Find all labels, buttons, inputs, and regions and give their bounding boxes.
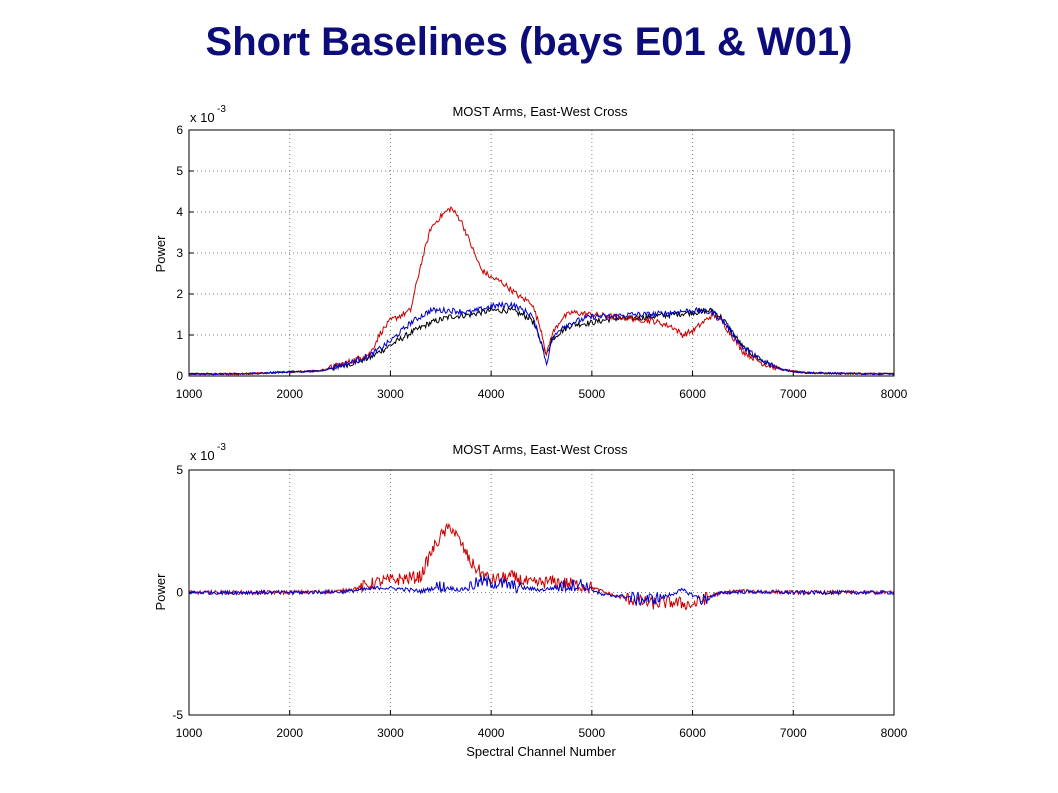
x-tick-label: 5000: [579, 726, 606, 740]
x-tick-label: 2000: [276, 726, 303, 740]
x-tick-label: 6000: [679, 726, 706, 740]
series-lines: [188, 205, 895, 376]
series-lines: [188, 522, 895, 611]
x-tick-label: 8000: [881, 387, 908, 401]
y-tick-labels: -5 0 5: [172, 463, 183, 722]
y-tick-label: 4: [176, 205, 183, 219]
exponent-label: x 10: [190, 110, 215, 125]
x-tick-label: 2000: [276, 387, 303, 401]
x-tick-label: 4000: [478, 726, 505, 740]
series-line-1: [188, 306, 894, 376]
x-tick-label: 3000: [377, 387, 404, 401]
x-tick-labels: 1000 2000 3000 4000 5000 6000 7000 8000: [176, 387, 908, 401]
grid-lines: [188, 129, 895, 377]
y-tick-label: -5: [172, 708, 183, 722]
x-tick-label: 8000: [881, 726, 908, 740]
y-axis-label: Power: [153, 573, 168, 611]
y-tick-label: 1: [176, 328, 183, 342]
y-axis-label: Power: [153, 235, 168, 273]
exponent-power: -3: [217, 104, 226, 115]
x-tick-label: 4000: [478, 387, 505, 401]
y-tick-label: 0: [176, 586, 183, 600]
y-tick-label: 5: [176, 463, 183, 477]
series-line-1: [188, 522, 895, 611]
y-tick-labels: 0 1 2 3 4 5 6: [176, 123, 183, 383]
power-chart-top: MOST Arms, East-West Cross x 10 -3 Power…: [153, 104, 908, 401]
y-tick-label: 0: [176, 369, 183, 383]
x-tick-label: 7000: [780, 387, 807, 401]
chart-title: MOST Arms, East-West Cross: [452, 442, 628, 457]
y-tick-label: 5: [176, 164, 183, 178]
y-tick-label: 6: [176, 123, 183, 137]
plot-frame: [188, 129, 895, 377]
power-chart-bottom: MOST Arms, East-West Cross x 10 -3 Power…: [153, 442, 908, 759]
x-tick-labels: 1000 2000 3000 4000 5000 6000 7000 8000: [176, 726, 908, 740]
exponent-power: -3: [217, 442, 226, 453]
slide-title: Short Baselines (bays E01 & W01): [205, 20, 853, 64]
series-line-3: [188, 300, 895, 376]
y-tick-label: 2: [176, 287, 183, 301]
x-tick-label: 6000: [679, 387, 706, 401]
plot-frame: [188, 469, 895, 716]
x-tick-label: 5000: [579, 387, 606, 401]
y-tick-label: 3: [176, 246, 183, 260]
x-tick-label: 7000: [780, 726, 807, 740]
exponent-label: x 10: [190, 448, 215, 463]
x-tick-label: 1000: [176, 387, 203, 401]
x-axis-label: Spectral Channel Number: [466, 744, 616, 759]
series-line-2: [189, 205, 895, 376]
chart-title: MOST Arms, East-West Cross: [452, 104, 628, 119]
x-tick-label: 3000: [377, 726, 404, 740]
series-line-2: [188, 574, 895, 607]
x-tick-label: 1000: [176, 726, 203, 740]
